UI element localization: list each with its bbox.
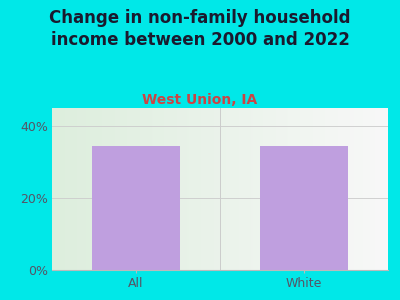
Text: Change in non-family household
income between 2000 and 2022: Change in non-family household income be…	[49, 9, 351, 49]
Bar	[92, 146, 180, 270]
Bar	[260, 146, 348, 270]
Text: West Union, IA: West Union, IA	[142, 93, 258, 107]
